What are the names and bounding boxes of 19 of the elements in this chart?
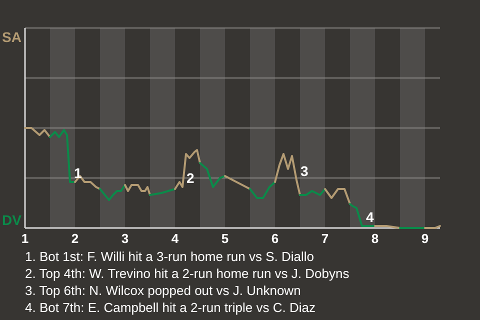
x-tick-label: 9 xyxy=(421,231,429,246)
text: DV xyxy=(2,212,22,228)
annotation: 1 xyxy=(74,165,82,181)
text: 3. Top 6th: N. Wilcox popped out vs J. Unknown xyxy=(25,283,301,298)
x-tick-label: 7 xyxy=(321,231,329,246)
text: 4. Bot 7th: E. Campbell hit a 2-run triple vs C. Diaz xyxy=(25,300,316,315)
x-tick-label: 8 xyxy=(371,231,379,246)
x-tick-label: 4 xyxy=(171,231,180,246)
annotation: 3 xyxy=(300,163,308,179)
x-tick-label: 5 xyxy=(221,231,229,246)
x-tick-label: 3 xyxy=(121,231,129,246)
x-tick-label: 1 xyxy=(21,231,29,246)
text: SA xyxy=(2,29,22,45)
text: 1. Bot 1st: F. Willi hit a 3-run home run vs S. Diallo xyxy=(25,249,314,264)
x-tick-label: 6 xyxy=(271,231,279,246)
x-tick-label: 2 xyxy=(71,231,79,246)
annotation: 4 xyxy=(366,209,374,225)
text: 2. Top 4th: W. Trevino hit a 2-run home run vs J. Dobyns xyxy=(25,266,350,281)
annotation: 2 xyxy=(186,170,194,186)
